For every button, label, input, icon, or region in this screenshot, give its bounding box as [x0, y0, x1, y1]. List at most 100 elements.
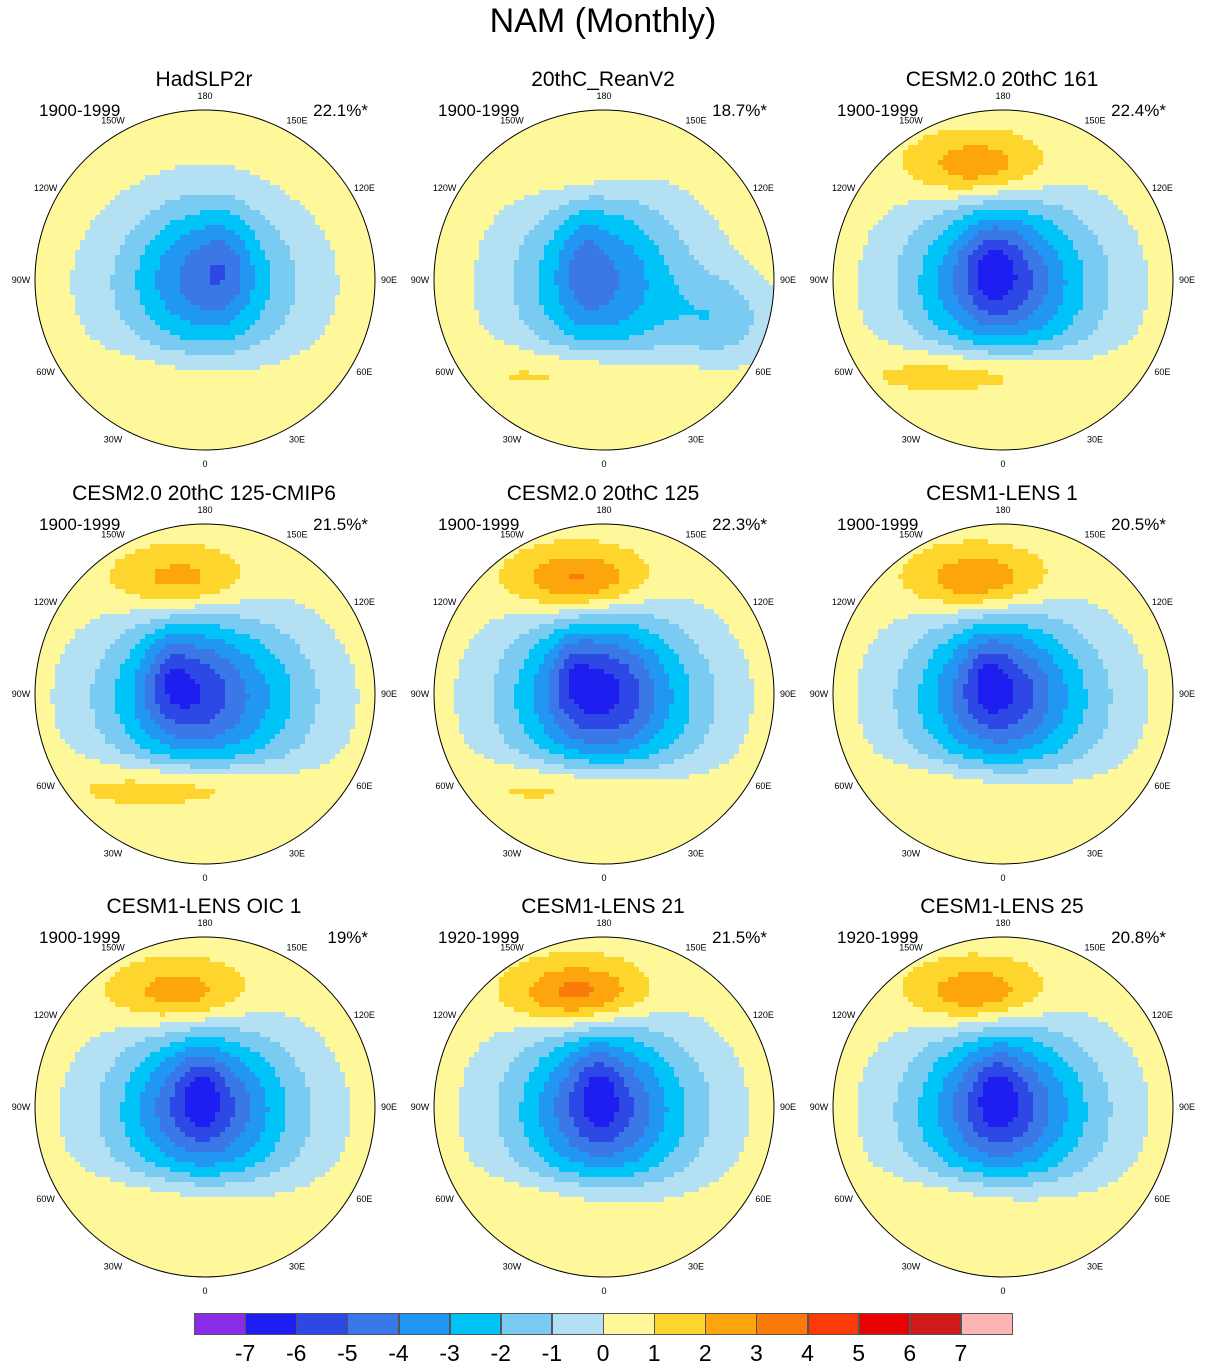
colorbar-labels: -7 -6 -5 -4 -3 -2 -1 0 1 2 3 4 5 6 7: [0, 1340, 1206, 1370]
longitude-label: 120E: [354, 1010, 375, 1020]
longitude-label: 30E: [1087, 848, 1103, 858]
period-label: 1900-1999: [837, 101, 918, 121]
map-border: [433, 109, 775, 451]
longitude-label: 90E: [780, 689, 796, 699]
longitude-label: 60E: [1154, 367, 1170, 377]
map-panel: 180 150E 120E 90E 60E 30E 0 30W 60W 90W 120W 150W C…: [802, 68, 1202, 478]
longitude-label: 30E: [289, 434, 305, 444]
longitude-label: 120W: [832, 183, 856, 193]
longitude-label: 120W: [832, 597, 856, 607]
map-panel: 180 150E 120E 90E 60E 30E 0 30W 60W 90W 120W 150W H…: [4, 68, 404, 478]
longitude-label: 150E: [286, 943, 307, 953]
polar-map: 180 150E 120E 90E 60E 30E 0 30W 60W 90W 120W 150W: [810, 91, 1195, 469]
contour-field: [833, 110, 1173, 450]
colorbar-swatch: [756, 1313, 808, 1335]
longitude-label: 180: [995, 918, 1010, 928]
colorbar-swatch: [858, 1313, 911, 1335]
colorbar-swatch: [245, 1313, 297, 1335]
longitude-label: 60E: [356, 781, 372, 791]
map-border: [34, 936, 376, 1278]
longitude-label: 150W: [101, 943, 125, 953]
variance-label: 20.5%*: [1111, 515, 1166, 535]
period-label: 1920-1999: [438, 928, 519, 948]
longitude-label: 180: [197, 505, 212, 515]
period-label: 1900-1999: [438, 101, 519, 121]
longitude-label: 180: [995, 91, 1010, 101]
map-panel: 180 150E 120E 90E 60E 30E 0 30W 60W 90W 120W 150W 2…: [403, 68, 803, 478]
contour-field: [35, 937, 375, 1277]
longitude-label: 90E: [780, 275, 796, 285]
longitude-label: 150W: [101, 116, 125, 126]
longitude-label: 180: [197, 918, 212, 928]
variance-label: 21.5%*: [313, 515, 368, 535]
longitude-label: 180: [596, 918, 611, 928]
longitude-label: 120W: [34, 597, 58, 607]
longitude-label: 150E: [286, 116, 307, 126]
longitude-label: 90W: [810, 689, 829, 699]
longitude-label: 60W: [36, 367, 55, 377]
contour-field: [434, 110, 774, 450]
longitude-label: 30W: [902, 434, 921, 444]
variance-label: 21.5%*: [712, 928, 767, 948]
longitude-label: 90E: [1179, 1102, 1195, 1112]
colorbar-tick-label: 6: [903, 1340, 916, 1367]
longitude-label: 0: [601, 873, 606, 883]
period-label: 1900-1999: [39, 101, 120, 121]
map-panel: 180 150E 120E 90E 60E 30E 0 30W 60W 90W 120W 150W C…: [403, 482, 803, 892]
period-label: 1900-1999: [438, 515, 519, 535]
longitude-label: 120E: [753, 183, 774, 193]
longitude-label: 90W: [411, 689, 430, 699]
longitude-label: 150W: [101, 530, 125, 540]
contour-field: [35, 110, 375, 450]
longitude-label: 30W: [503, 848, 522, 858]
contour-field: [434, 524, 774, 864]
colorbar-tick-label: 1: [648, 1340, 661, 1367]
longitude-label: 90E: [381, 689, 397, 699]
longitude-label: 60W: [435, 1194, 454, 1204]
longitude-label: 150E: [685, 530, 706, 540]
longitude-label: 60W: [36, 781, 55, 791]
longitude-label: 150E: [685, 943, 706, 953]
longitude-label: 120E: [354, 183, 375, 193]
colorbar-tick-label: 0: [597, 1340, 610, 1367]
longitude-label: 0: [1000, 1286, 1005, 1296]
longitude-label: 150W: [899, 943, 923, 953]
longitude-label: 30E: [688, 434, 704, 444]
longitude-label: 90W: [411, 275, 430, 285]
polar-map: 180 150E 120E 90E 60E 30E 0 30W 60W 90W 120W 150W: [411, 505, 796, 883]
panel-title: CESM2.0 20thC 161: [802, 68, 1202, 92]
panel-title: CESM1-LENS 25: [802, 895, 1202, 919]
longitude-label: 90W: [810, 275, 829, 285]
longitude-label: 30E: [688, 848, 704, 858]
panel-title: CESM1-LENS 1: [802, 482, 1202, 506]
colorbar-tick-label: 5: [852, 1340, 865, 1367]
longitude-label: 90W: [810, 1102, 829, 1112]
variance-label: 19%*: [327, 928, 368, 948]
longitude-label: 60W: [834, 1194, 853, 1204]
colorbar-tick-label: 7: [954, 1340, 967, 1367]
contour-field: [833, 937, 1173, 1277]
longitude-label: 60E: [755, 781, 771, 791]
longitude-label: 0: [1000, 459, 1005, 469]
longitude-label: 150W: [500, 530, 524, 540]
longitude-label: 150E: [1084, 943, 1105, 953]
longitude-label: 150E: [1084, 530, 1105, 540]
longitude-label: 60E: [755, 1194, 771, 1204]
longitude-label: 0: [1000, 873, 1005, 883]
longitude-label: 120W: [433, 597, 457, 607]
panel-title: HadSLP2r: [4, 68, 404, 92]
map-border: [832, 523, 1174, 865]
longitude-label: 180: [596, 91, 611, 101]
contour-field: [833, 524, 1173, 864]
variance-label: 22.3%*: [712, 515, 767, 535]
longitude-label: 60E: [356, 1194, 372, 1204]
longitude-label: 0: [202, 459, 207, 469]
longitude-label: 30W: [503, 1261, 522, 1271]
longitude-label: 120E: [1152, 1010, 1173, 1020]
longitude-label: 30W: [902, 848, 921, 858]
longitude-label: 90E: [381, 275, 397, 285]
panel-title: CESM2.0 20thC 125-CMIP6: [4, 482, 404, 506]
colorbar-tick-label: -6: [286, 1340, 306, 1367]
colorbar-swatch: [807, 1313, 860, 1335]
longitude-label: 90E: [1179, 275, 1195, 285]
